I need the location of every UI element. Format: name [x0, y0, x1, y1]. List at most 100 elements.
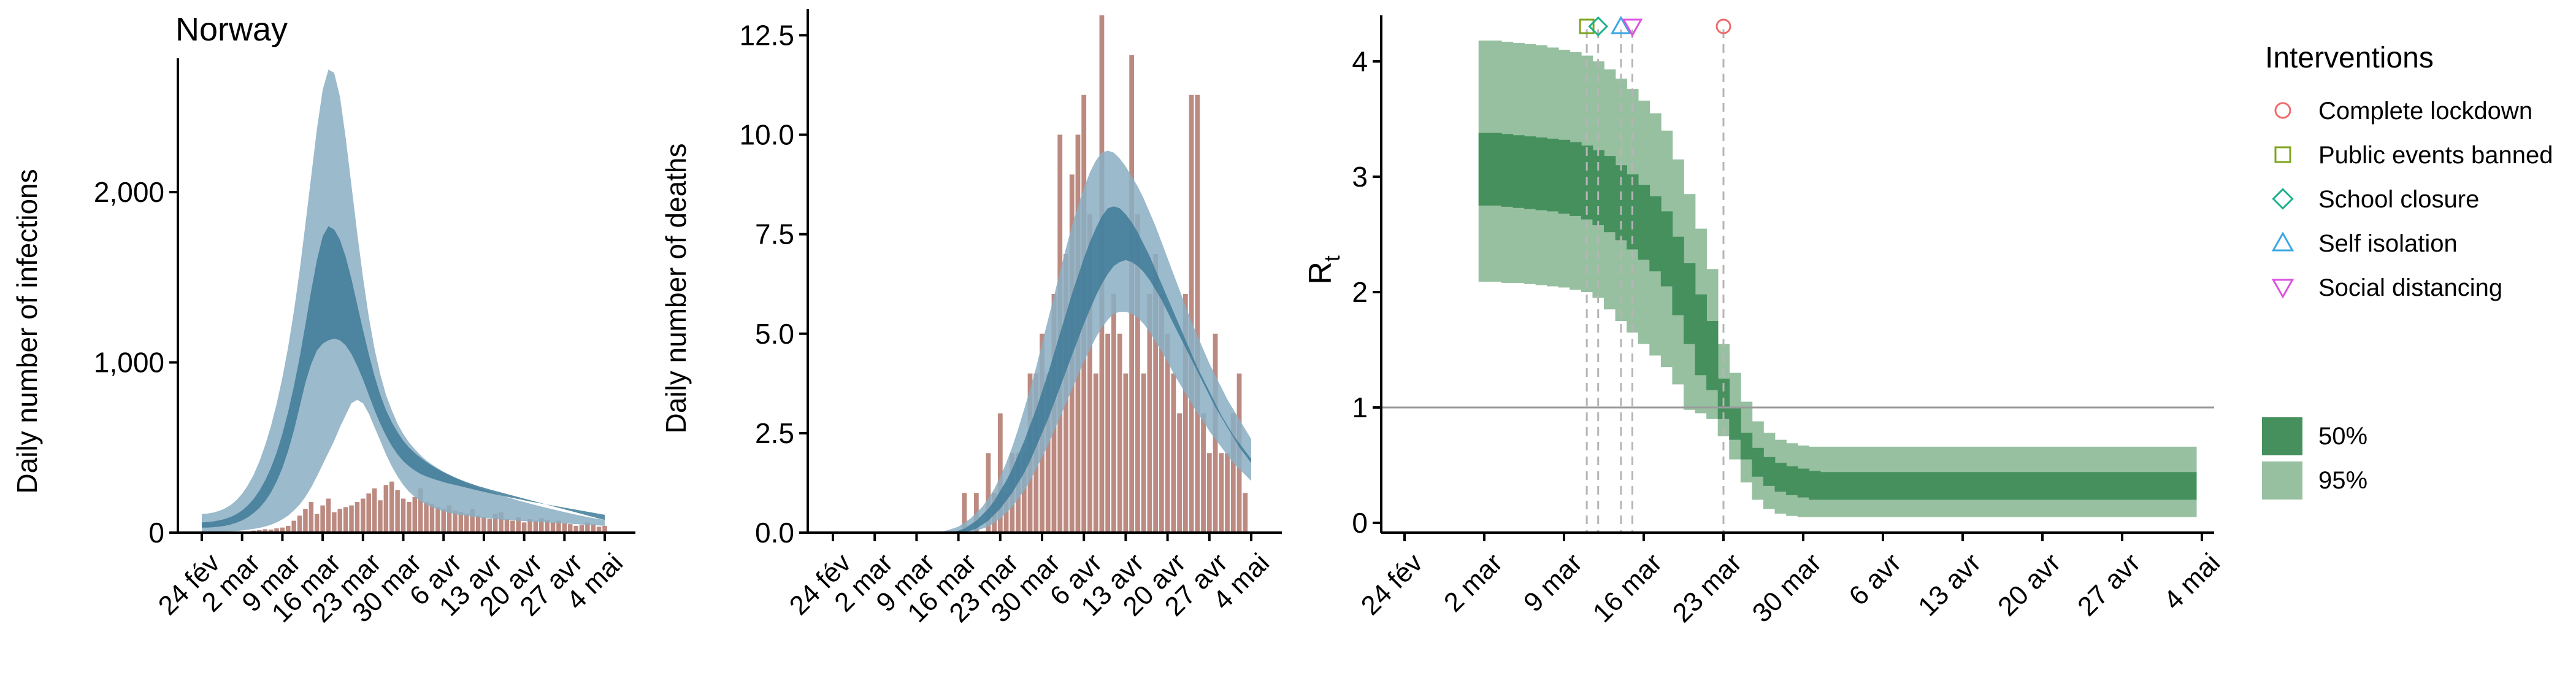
panel-title: Norway: [175, 11, 288, 48]
observed-bar: [1117, 333, 1122, 533]
observed-bar: [314, 514, 320, 533]
observed-bar: [539, 518, 544, 533]
intervention-marker: [1579, 18, 1595, 34]
rt-band-50: [2025, 472, 2037, 500]
model-band-outer: [202, 69, 605, 533]
observed-bar: [361, 498, 366, 533]
legend-marker: [2271, 231, 2294, 252]
rt-band-50: [1706, 321, 1719, 390]
observed-bar: [1201, 413, 1206, 533]
intervention-marker: [1622, 18, 1643, 37]
observed-bar: [573, 525, 578, 533]
y-tick-label: 2,000: [94, 176, 164, 208]
observed-bar: [343, 507, 348, 533]
rt-band-50: [1843, 472, 1855, 500]
deaths-plot-area: [833, 15, 1251, 533]
observed-bar: [510, 520, 515, 533]
intervention-marker: [1610, 15, 1631, 34]
observed-bar: [567, 524, 573, 533]
observed-bar: [429, 503, 435, 533]
y-tick-label: 12.5: [739, 19, 794, 51]
legend: Interventions Complete lockdown Public ev…: [2262, 42, 2553, 500]
legend-label: Public events banned: [2318, 142, 2553, 169]
observed-bar: [418, 488, 423, 533]
rt-band-50: [1854, 472, 1866, 500]
y-axis-label: Daily number of deaths: [660, 143, 692, 433]
rt-band-50: [2059, 472, 2072, 500]
observed-bar: [401, 498, 406, 533]
rt-band-50: [1729, 407, 1741, 440]
x-tick-label: 13 avr: [1912, 547, 1987, 622]
model-band-outer: [833, 150, 1251, 533]
observed-bar: [297, 515, 302, 533]
observed-bar: [579, 525, 585, 533]
legend-fill-items: 50% 95%: [2262, 417, 2367, 500]
observed-bar: [1243, 493, 1248, 533]
rt-band-50: [2185, 472, 2197, 500]
rt-band-50: [2150, 472, 2163, 500]
observed-bar: [487, 519, 493, 533]
rt-band-50: [2014, 472, 2026, 500]
y-axis-label: Rt: [1303, 255, 1344, 285]
legend-marker: [2271, 279, 2294, 299]
rt-band-50: [2173, 472, 2185, 500]
rt-band-50: [1831, 472, 1844, 500]
rt-band-50: [1604, 156, 1616, 233]
observed-bar: [424, 502, 429, 533]
observed-bar: [562, 523, 567, 533]
rt-band-50: [1672, 236, 1684, 315]
y-axis-label: Daily number of infections: [11, 169, 43, 493]
observed-bar: [602, 525, 607, 533]
rt-band-50: [1638, 185, 1650, 260]
rt-band-50: [2082, 472, 2095, 500]
y-tick-label: 3: [1352, 161, 1368, 193]
x-tick-label: 23 mar: [1667, 547, 1747, 628]
rt-band-50: [1888, 472, 1901, 500]
y-tick-label: 0: [148, 517, 164, 549]
observed-bar: [309, 502, 314, 533]
observed-bar: [303, 509, 308, 533]
observed-bar: [550, 522, 556, 533]
observed-bar: [596, 527, 602, 533]
rt-band-50: [1524, 136, 1536, 209]
observed-bar: [527, 519, 532, 533]
observed-bar: [1195, 95, 1200, 533]
observed-bar: [453, 510, 458, 533]
rt-band-50: [1786, 466, 1798, 495]
x-tick-label: 16 mar: [1587, 547, 1668, 628]
observed-bar: [1189, 95, 1194, 533]
observed-bar: [441, 509, 446, 533]
rt-band-50: [1877, 472, 1890, 500]
observed-bar: [378, 500, 383, 533]
observed-bar: [372, 488, 377, 533]
observed-bar: [447, 505, 452, 533]
observed-bar: [545, 520, 550, 533]
y-tick-label: 1,000: [94, 347, 164, 379]
legend-label: School closure: [2318, 186, 2479, 213]
observed-bar: [1225, 453, 1230, 533]
legend-items: Complete lockdown Public events banned Sch…: [2271, 98, 2553, 301]
rt-band-50: [1490, 133, 1502, 206]
observed-bar: [286, 525, 291, 533]
observed-bar: [412, 496, 418, 533]
legend-marker: [2272, 188, 2294, 210]
rt-band-50: [1774, 463, 1787, 492]
observed-bar: [1123, 373, 1129, 533]
rt-band-50: [1968, 472, 1980, 500]
rt-band-50: [1979, 472, 1992, 500]
rt-band-50: [1649, 196, 1662, 272]
rt-band-50: [1945, 472, 1958, 500]
observed-bar: [337, 509, 343, 533]
observed-bar: [1159, 293, 1164, 533]
rt-band-50: [2128, 472, 2140, 500]
observed-bar: [1135, 214, 1140, 533]
observed-bar: [1165, 333, 1170, 533]
x-tick-label: 4 mai: [2158, 547, 2226, 615]
observed-bar: [997, 413, 1003, 533]
observed-bar: [516, 517, 521, 533]
rt-band-50: [1763, 457, 1776, 486]
observed-bar: [1093, 373, 1098, 533]
